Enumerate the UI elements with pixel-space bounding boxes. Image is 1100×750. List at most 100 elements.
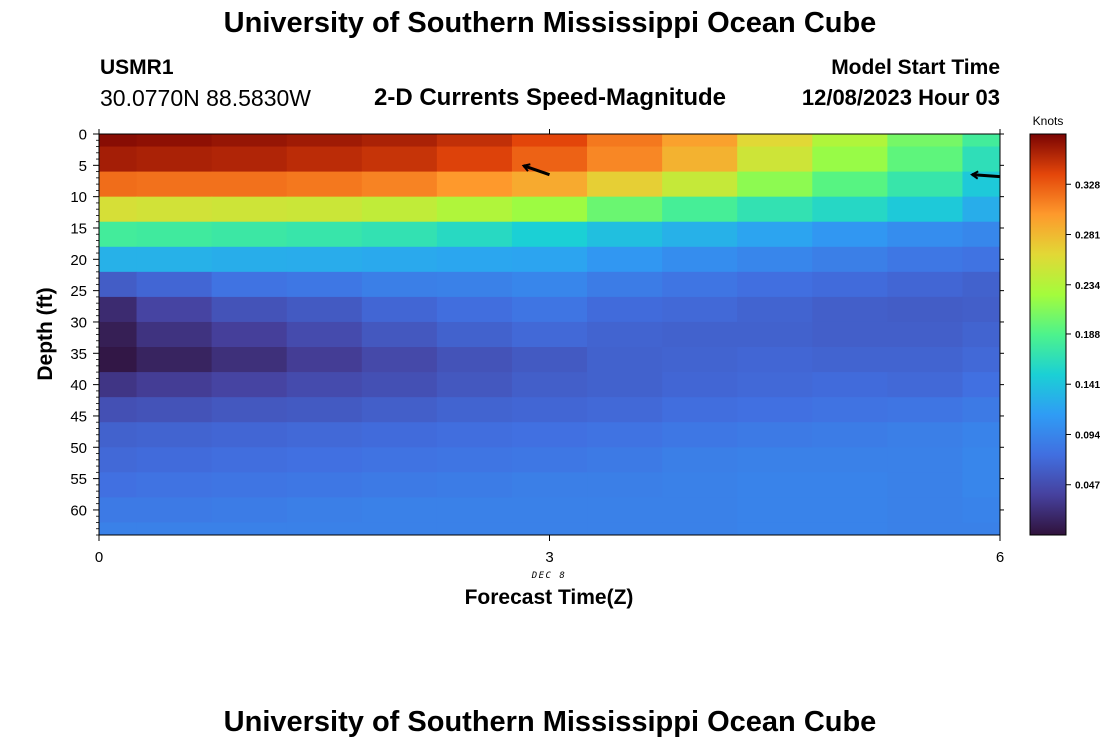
heatmap-cell bbox=[136, 472, 213, 499]
heatmap-cell bbox=[286, 296, 363, 323]
heatmap-cell bbox=[361, 422, 438, 448]
heatmap-cell bbox=[436, 134, 513, 148]
heatmap-cell bbox=[962, 372, 1000, 398]
heatmap-cell bbox=[436, 472, 513, 499]
heatmap-cell bbox=[436, 497, 513, 524]
heatmap-cell bbox=[511, 497, 588, 524]
heatmap-cell bbox=[737, 522, 813, 535]
heatmap-cell bbox=[136, 146, 213, 173]
heatmap-cell bbox=[436, 372, 513, 398]
heatmap-cell bbox=[737, 472, 813, 499]
heatmap-cell bbox=[662, 271, 738, 298]
heatmap-cell bbox=[812, 347, 888, 373]
heatmap-cell bbox=[361, 447, 438, 473]
heatmap-cell bbox=[662, 221, 738, 248]
heatmap-cell bbox=[812, 171, 888, 198]
heatmap-cell bbox=[361, 397, 438, 423]
heatmap-cell bbox=[737, 271, 813, 298]
heatmap-cell bbox=[436, 321, 513, 348]
heatmap-cell bbox=[211, 447, 288, 473]
heatmap-cell bbox=[99, 246, 138, 273]
heatmap-cell bbox=[511, 221, 588, 248]
heatmap-cell bbox=[211, 397, 288, 423]
heatmap-cell bbox=[887, 447, 964, 473]
heatmap-cell bbox=[99, 271, 138, 298]
model-start-label: Model Start Time bbox=[831, 56, 1000, 79]
heatmap-cell bbox=[99, 347, 138, 373]
heatmap-cell bbox=[887, 372, 964, 398]
y-tick-label: 25 bbox=[70, 283, 87, 300]
x-tick-label: 6 bbox=[996, 549, 1004, 566]
heatmap-cell bbox=[286, 422, 363, 448]
heatmap-cell bbox=[812, 372, 888, 398]
heatmap-cell bbox=[662, 171, 738, 198]
heatmap-cell bbox=[136, 134, 213, 148]
heatmap-cell bbox=[361, 321, 438, 348]
heatmap-cell bbox=[286, 321, 363, 348]
heatmap-cell bbox=[737, 196, 813, 223]
heatmap-cell bbox=[136, 296, 213, 323]
heatmap-cell bbox=[587, 447, 663, 473]
heatmap-cell bbox=[962, 296, 1000, 323]
heatmap-cell bbox=[99, 522, 138, 535]
heatmap-cell bbox=[587, 497, 663, 524]
heatmap-cell bbox=[737, 146, 813, 173]
model-start-value: 12/08/2023 Hour 03 bbox=[801, 85, 1000, 110]
y-axis-label: Depth (ft) bbox=[34, 287, 57, 380]
heatmap-cell bbox=[737, 372, 813, 398]
heatmap-cell bbox=[962, 134, 1000, 148]
y-tick-label: 40 bbox=[70, 377, 87, 394]
heatmap-cell bbox=[962, 321, 1000, 348]
heatmap-cell bbox=[361, 146, 438, 173]
heatmap-cell bbox=[662, 472, 738, 499]
heatmap-cell bbox=[662, 146, 738, 173]
current-vector-arrowhead bbox=[521, 163, 531, 172]
heatmap-cell bbox=[211, 296, 288, 323]
heatmap-cell bbox=[511, 422, 588, 448]
heatmap-cell bbox=[812, 221, 888, 248]
colorbar-label: Knots bbox=[1033, 114, 1064, 128]
x-tick-label: 0 bbox=[95, 549, 103, 566]
heatmap-cell bbox=[286, 372, 363, 398]
current-vectors bbox=[521, 163, 1001, 180]
current-vector-arrowhead bbox=[970, 170, 979, 180]
heatmap-cell bbox=[737, 134, 813, 148]
heatmap-cell bbox=[511, 397, 588, 423]
x-tick-label: 3 bbox=[545, 549, 553, 566]
colorbar-tick-label: 0.234 bbox=[1075, 281, 1100, 292]
heatmap-cell bbox=[511, 447, 588, 473]
heatmap-cell bbox=[511, 347, 588, 373]
heatmap-cell bbox=[587, 347, 663, 373]
heatmap-cell bbox=[662, 397, 738, 423]
heatmap-cell bbox=[587, 372, 663, 398]
heatmap-cell bbox=[662, 447, 738, 473]
heatmap-cell bbox=[211, 497, 288, 524]
heatmap-cell bbox=[962, 196, 1000, 223]
chart-subtitle: 2-D Currents Speed-Magnitude bbox=[373, 84, 727, 111]
heatmap-cell bbox=[812, 447, 888, 473]
heatmap-cell bbox=[136, 347, 213, 373]
heatmap-cell bbox=[962, 271, 1000, 298]
heatmap-cell bbox=[587, 271, 663, 298]
heatmap-cell bbox=[962, 246, 1000, 273]
heatmap-cell bbox=[286, 522, 363, 535]
heatmap-cell bbox=[286, 497, 363, 524]
heatmap-cell bbox=[361, 271, 438, 298]
heatmap-cell bbox=[286, 397, 363, 423]
heatmap-cell bbox=[887, 397, 964, 423]
heatmap-cell bbox=[286, 134, 363, 148]
heatmap-cell bbox=[286, 347, 363, 373]
heatmap-cell bbox=[587, 221, 663, 248]
y-tick-label: 60 bbox=[70, 502, 87, 519]
heatmap-cell bbox=[887, 221, 964, 248]
heatmap-cell bbox=[887, 146, 964, 173]
station-coordinates: 30.0770N 88.5830W bbox=[100, 85, 311, 111]
heatmap-cell bbox=[511, 171, 588, 198]
heatmap-cell bbox=[887, 134, 964, 148]
heatmap-cell bbox=[587, 296, 663, 323]
heatmap-cell bbox=[887, 271, 964, 298]
y-tick-label: 5 bbox=[79, 158, 87, 175]
heatmap-cell bbox=[99, 221, 138, 248]
heatmap-cell bbox=[511, 271, 588, 298]
y-tick-label: 15 bbox=[70, 220, 87, 237]
